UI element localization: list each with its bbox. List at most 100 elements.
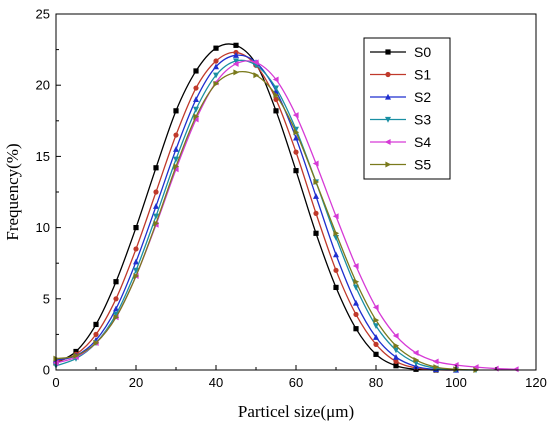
- x-tick-label: 40: [209, 375, 223, 390]
- data-point: [372, 304, 379, 311]
- series-line: [55, 59, 477, 371]
- data-point: [193, 113, 200, 120]
- data-point: [193, 96, 199, 103]
- data-point: [213, 58, 219, 64]
- data-point: [233, 58, 239, 65]
- data-point: [332, 213, 339, 220]
- data-point: [113, 314, 120, 321]
- x-tick-label: 80: [369, 375, 383, 390]
- x-tick-label: 20: [129, 375, 143, 390]
- y-tick-label: 15: [36, 149, 50, 164]
- data-point: [233, 42, 239, 48]
- data-point: [472, 364, 479, 371]
- data-point: [153, 220, 160, 227]
- data-point: [73, 348, 79, 355]
- data-point: [273, 108, 279, 114]
- y-tick-label: 20: [36, 78, 50, 93]
- data-point: [313, 193, 319, 199]
- data-point: [353, 311, 359, 318]
- data-point: [313, 210, 319, 216]
- data-point: [512, 366, 519, 373]
- data-point: [173, 132, 179, 138]
- legend-marker: [384, 139, 391, 145]
- data-point: [173, 146, 179, 152]
- data-point: [153, 189, 159, 195]
- data-point: [192, 116, 199, 123]
- y-tick-label: 5: [43, 291, 50, 306]
- x-tick-label: 60: [289, 375, 303, 390]
- data-point: [433, 364, 440, 371]
- data-point: [113, 296, 119, 302]
- data-point: [73, 352, 80, 359]
- data-point: [253, 72, 260, 79]
- data-point: [373, 341, 379, 347]
- plot-area: [52, 42, 519, 374]
- data-point: [153, 203, 159, 209]
- data-point: [393, 363, 399, 369]
- y-tick-label: 0: [43, 363, 50, 378]
- data-point: [333, 251, 339, 258]
- data-point: [352, 263, 359, 270]
- data-point: [293, 129, 300, 136]
- data-point: [213, 45, 219, 51]
- x-tick-label: 0: [52, 375, 59, 390]
- x-axis-title: Particel size(μm): [238, 402, 354, 421]
- data-point: [413, 357, 420, 364]
- data-point: [373, 351, 379, 357]
- data-point: [133, 246, 139, 252]
- legend-label: S3: [414, 112, 431, 128]
- legend-label: S0: [414, 44, 431, 60]
- data-point: [333, 230, 340, 237]
- data-point: [432, 358, 439, 365]
- data-point: [232, 60, 239, 67]
- data-point: [133, 273, 140, 280]
- legend-label: S1: [414, 67, 431, 83]
- legend-marker: [385, 161, 392, 168]
- legend-box: [363, 37, 451, 180]
- legend-marker: [385, 49, 391, 55]
- data-point: [193, 68, 199, 74]
- data-point: [373, 317, 380, 324]
- data-point: [353, 299, 359, 306]
- legend-marker: [385, 71, 391, 78]
- data-point: [93, 321, 99, 328]
- data-point: [353, 278, 360, 285]
- data-point: [113, 279, 119, 285]
- data-point: [412, 349, 419, 356]
- data-point: [393, 353, 399, 360]
- data-point: [373, 323, 379, 330]
- data-point: [272, 76, 279, 83]
- data-point: [213, 72, 219, 79]
- data-point: [413, 363, 419, 370]
- data-point: [252, 59, 259, 66]
- legend-label: S4: [414, 134, 431, 150]
- data-point: [313, 230, 319, 236]
- data-point: [172, 166, 179, 173]
- series-line: [55, 71, 477, 371]
- data-point: [333, 284, 339, 291]
- data-point: [113, 305, 119, 312]
- data-point: [193, 85, 199, 91]
- y-tick-label: 25: [36, 7, 50, 22]
- legend-label: S5: [414, 157, 431, 173]
- data-point: [153, 213, 159, 220]
- data-point: [153, 165, 159, 171]
- legend-marker: [385, 116, 391, 123]
- y-tick-label: 10: [36, 220, 50, 235]
- data-point: [273, 85, 279, 92]
- data-point: [393, 347, 399, 354]
- x-tick-label: 120: [525, 375, 547, 390]
- data-point: [313, 179, 320, 186]
- data-point: [113, 311, 119, 318]
- x-axis: 0 20 40 60 80 100 120: [52, 365, 547, 390]
- data-point: [133, 267, 139, 274]
- legend: S0 S1 S2 S3 S4 S5: [363, 37, 451, 180]
- data-point: [293, 134, 299, 141]
- data-point: [233, 69, 240, 76]
- data-point: [213, 63, 219, 70]
- data-point: [173, 108, 179, 114]
- data-point: [93, 339, 100, 346]
- data-point: [173, 163, 180, 170]
- legend-label: S2: [414, 89, 431, 105]
